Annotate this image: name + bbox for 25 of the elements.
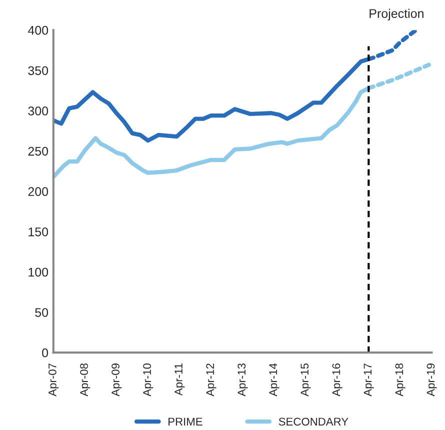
- y-tick-label: 250: [28, 146, 48, 156]
- x-tick-label: Apr-15: [300, 363, 311, 396]
- x-tick-label: Apr-18: [395, 364, 406, 396]
- x-tick-label: Apr-12: [206, 364, 216, 396]
- y-tick-label: 150: [28, 227, 48, 236]
- x-tick-label: Apr-14: [269, 363, 280, 396]
- y-tick-label: 350: [28, 66, 48, 76]
- x-tick-label: Apr-07: [48, 364, 59, 396]
- legend-label: SECONDARY: [278, 418, 348, 426]
- x-tick-label: Apr-10: [143, 363, 154, 396]
- legend-label: PRIME: [168, 418, 202, 426]
- y-tick-label: 300: [28, 106, 48, 116]
- y-tick-label: 50: [35, 308, 48, 317]
- y-tick-label: 400: [28, 26, 48, 35]
- x-tick-label: Apr-09: [112, 364, 122, 396]
- x-tick-label: Apr-16: [332, 364, 342, 396]
- x-tick-label: Apr-13: [238, 364, 248, 396]
- x-tick-label: Apr-17: [364, 364, 374, 396]
- y-tick-label: 100: [28, 268, 48, 277]
- y-tick-label: 0: [42, 348, 48, 358]
- x-tick-label: Apr-08: [80, 364, 90, 396]
- y-tick-label: 200: [28, 187, 48, 196]
- ref-line-label: Projection: [370, 8, 424, 20]
- x-tick-label: Apr-19: [426, 364, 437, 396]
- x-tick-label: Apr-11: [174, 364, 185, 396]
